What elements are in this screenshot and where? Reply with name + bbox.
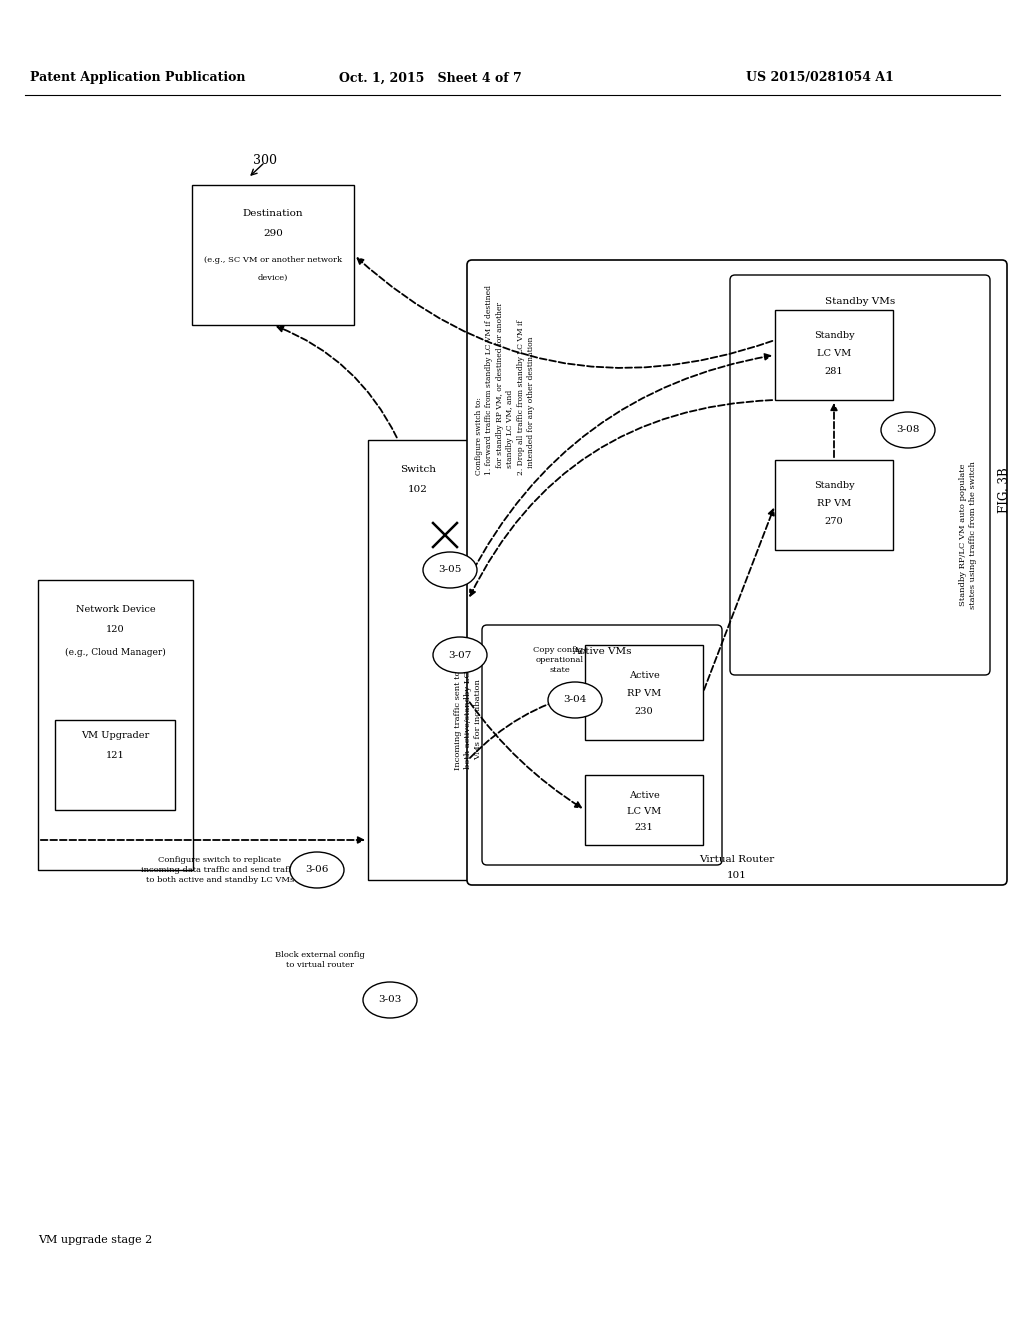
Text: 3-08: 3-08 xyxy=(896,425,920,434)
FancyArrowPatch shape xyxy=(278,326,396,437)
Text: 300: 300 xyxy=(253,153,278,166)
Text: Standby: Standby xyxy=(814,480,854,490)
FancyArrowPatch shape xyxy=(470,692,581,758)
Bar xyxy=(585,645,703,741)
Bar xyxy=(775,310,893,400)
Text: 230: 230 xyxy=(635,708,653,717)
Text: (e.g., SC VM or another network: (e.g., SC VM or another network xyxy=(204,256,342,264)
Text: Oct. 1, 2015   Sheet 4 of 7: Oct. 1, 2015 Sheet 4 of 7 xyxy=(339,71,521,84)
Ellipse shape xyxy=(548,682,602,718)
Ellipse shape xyxy=(290,851,344,888)
Text: 270: 270 xyxy=(824,517,844,527)
Text: Switch: Switch xyxy=(400,466,436,474)
FancyArrowPatch shape xyxy=(470,400,772,595)
Text: FIG. 3B: FIG. 3B xyxy=(998,467,1012,513)
Ellipse shape xyxy=(362,982,417,1018)
Text: 102: 102 xyxy=(408,486,428,495)
FancyArrowPatch shape xyxy=(41,837,364,842)
Ellipse shape xyxy=(881,412,935,447)
FancyArrowPatch shape xyxy=(357,259,772,368)
Text: LC VM: LC VM xyxy=(817,348,851,358)
Text: US 2015/0281054 A1: US 2015/0281054 A1 xyxy=(746,71,894,84)
FancyArrowPatch shape xyxy=(470,702,581,808)
Text: Standby VMs: Standby VMs xyxy=(825,297,895,306)
FancyBboxPatch shape xyxy=(730,275,990,675)
Text: 290: 290 xyxy=(263,228,283,238)
Text: 120: 120 xyxy=(106,626,125,635)
Text: Copy config/
operational
state: Copy config/ operational state xyxy=(534,647,587,673)
Text: RP VM: RP VM xyxy=(817,499,851,507)
Text: Active VMs: Active VMs xyxy=(572,648,632,656)
Text: 281: 281 xyxy=(824,367,844,376)
Text: VM upgrade stage 2: VM upgrade stage 2 xyxy=(38,1236,153,1245)
Text: Destination: Destination xyxy=(243,209,303,218)
FancyArrowPatch shape xyxy=(469,354,770,578)
Text: Configure switch to replicate
incoming data traffic and send traffic
to both act: Configure switch to replicate incoming d… xyxy=(141,857,299,884)
Bar xyxy=(775,459,893,550)
Text: Configure switch to:
1. forward traffic from standby LC VM if destined
   for st: Configure switch to: 1. forward traffic … xyxy=(475,285,535,475)
Bar xyxy=(38,579,193,870)
Text: 3-07: 3-07 xyxy=(449,651,472,660)
Bar xyxy=(193,185,354,325)
FancyArrowPatch shape xyxy=(703,510,774,690)
Text: 101: 101 xyxy=(727,870,746,879)
Text: 3-04: 3-04 xyxy=(563,696,587,705)
Text: Patent Application Publication: Patent Application Publication xyxy=(30,71,246,84)
Text: Active: Active xyxy=(629,791,659,800)
Text: Network Device: Network Device xyxy=(76,606,156,615)
Text: 231: 231 xyxy=(635,822,653,832)
Text: Block external config
to virtual router: Block external config to virtual router xyxy=(275,952,365,969)
Text: RP VM: RP VM xyxy=(627,689,662,697)
Text: 3-03: 3-03 xyxy=(378,995,401,1005)
Bar xyxy=(368,440,468,880)
Text: device): device) xyxy=(258,275,288,282)
Bar xyxy=(585,775,703,845)
FancyArrowPatch shape xyxy=(831,405,837,457)
Ellipse shape xyxy=(423,552,477,587)
FancyBboxPatch shape xyxy=(482,624,722,865)
Bar xyxy=(55,719,175,810)
Text: 3-06: 3-06 xyxy=(305,866,329,874)
Text: Standby RP/LC VM auto populate
states using traffic from the switch: Standby RP/LC VM auto populate states us… xyxy=(959,461,977,609)
Text: Incoming traffic sent to
both active/standby LC
VMs for incubation: Incoming traffic sent to both active/sta… xyxy=(455,671,482,770)
Text: Virtual Router: Virtual Router xyxy=(699,855,774,865)
Text: VM Upgrader: VM Upgrader xyxy=(81,730,150,739)
Text: Standby: Standby xyxy=(814,330,854,339)
FancyBboxPatch shape xyxy=(467,260,1007,884)
Text: 3-05: 3-05 xyxy=(438,565,462,574)
Text: Active: Active xyxy=(629,671,659,680)
Text: LC VM: LC VM xyxy=(627,807,662,816)
Ellipse shape xyxy=(433,638,487,673)
Text: 121: 121 xyxy=(106,751,125,759)
Text: (e.g., Cloud Manager): (e.g., Cloud Manager) xyxy=(66,647,166,656)
